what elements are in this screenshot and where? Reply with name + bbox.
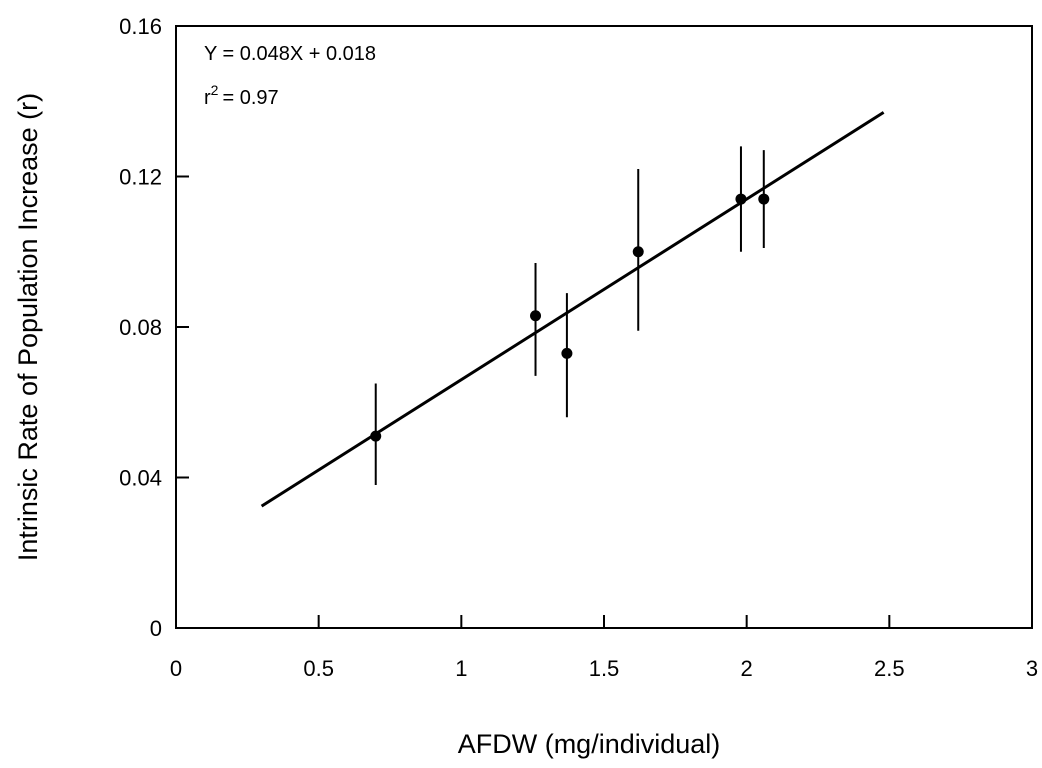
y-axis-title: Intrinsic Rate of Population Increase (r…: [13, 93, 43, 561]
plot-frame: [175, 25, 1033, 629]
data-point: [370, 430, 382, 442]
equation-annotation: Y = 0.048X + 0.018: [204, 43, 376, 65]
data-point: [530, 310, 542, 322]
x-tick-label: 2.5: [874, 656, 905, 681]
y-tick-label: 0: [150, 616, 162, 641]
r-squared-value: = 0.97: [222, 87, 278, 109]
x-tick-label: 0.5: [303, 656, 334, 681]
y-tick-label: 0.12: [119, 165, 162, 190]
x-axis-title: AFDW (mg/individual): [458, 729, 721, 759]
plot-frame-layer: [175, 25, 1033, 629]
x-tick-label: 0: [170, 656, 182, 681]
data-point: [735, 193, 747, 205]
y-tick-label: 0.08: [119, 315, 162, 340]
data-point: [561, 347, 573, 359]
r-squared-base: r: [204, 87, 211, 109]
r-squared-annotation: r2 = 0.97: [204, 82, 279, 109]
regression-layer: [260, 111, 885, 508]
r-squared-superscript: 2: [211, 82, 219, 98]
ticks-layer: 0 0.5 1 1.5 2 2.5 3 0 0.04 0.08 0.12 0.16: [119, 14, 1038, 681]
data-point: [758, 193, 770, 205]
y-tick-label: 0.04: [119, 466, 162, 491]
regression-line: [260, 111, 885, 508]
x-tick-label: 3: [1026, 656, 1038, 681]
points-layer: [370, 146, 770, 486]
data-point: [632, 246, 644, 258]
y-tick-label: 0.16: [119, 14, 162, 39]
x-tick-label: 1: [455, 656, 467, 681]
x-tick-label: 1.5: [589, 656, 620, 681]
x-tick-label: 2: [741, 656, 753, 681]
